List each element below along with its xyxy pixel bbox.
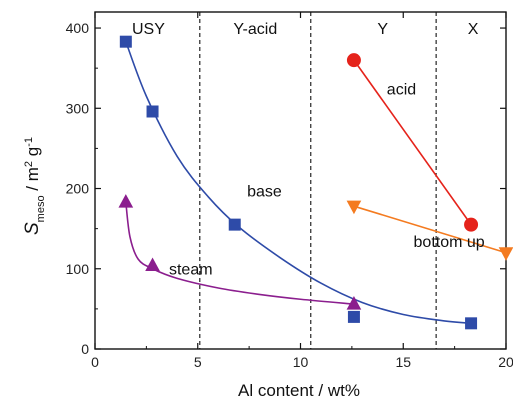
region-label: Y-acid [233, 21, 277, 38]
y-axis-title-part: g [23, 147, 42, 161]
data-point-acid [464, 217, 479, 232]
y-axis-title: Smeso / m2 g-1 [22, 137, 47, 235]
data-point-base [465, 317, 478, 330]
y-axis-title-part: / m [23, 167, 42, 195]
y-tick-label: 300 [66, 100, 90, 116]
region-label: X [468, 21, 479, 38]
series-annotation: base [247, 184, 282, 201]
data-point-base [146, 105, 159, 118]
region-label: USY [132, 21, 165, 38]
y-tick-label: 400 [66, 20, 90, 36]
data-point-steam [145, 257, 160, 272]
data-point-bottom-up [346, 200, 362, 215]
x-tick-label: 15 [395, 354, 411, 370]
series-line-bottom-up [353, 205, 507, 254]
series-line-acid [353, 59, 472, 226]
data-markers [118, 35, 513, 330]
data-point-bottom-up [498, 247, 513, 261]
data-point-steam [118, 194, 134, 208]
y-axis-title-part: meso [35, 195, 47, 222]
series-annotation: acid [387, 82, 416, 99]
y-axis-title-part: S [22, 222, 43, 235]
x-tick-label: 20 [498, 354, 513, 370]
series-annotation: steam [169, 261, 213, 278]
data-point-base [119, 35, 132, 48]
x-tick-label: 10 [293, 354, 309, 370]
y-axis-title-part: -1 [23, 137, 35, 147]
series-line-steam [125, 202, 355, 305]
y-tick-label: 200 [66, 181, 90, 197]
fit-curves [125, 41, 507, 325]
region-labels: USY Y-acid Y X [132, 21, 479, 38]
data-point-steam [346, 296, 362, 310]
series-line-base [125, 41, 472, 325]
region-dividers [199, 12, 437, 349]
x-tick-label: 0 [91, 354, 99, 370]
y-tick-label: 0 [81, 341, 89, 357]
data-point-acid [346, 53, 361, 68]
x-axis-title: Al content / wt% [238, 381, 360, 400]
annotations: acid base bottom up steam [169, 82, 485, 279]
region-label: Y [377, 21, 388, 38]
data-point-base [228, 218, 241, 231]
series-annotation: bottom up [414, 234, 485, 251]
y-tick-label: 100 [66, 261, 90, 277]
x-tick-label: 5 [194, 354, 202, 370]
data-point-base [347, 310, 360, 323]
y-axis-title-part: 2 [23, 161, 35, 167]
